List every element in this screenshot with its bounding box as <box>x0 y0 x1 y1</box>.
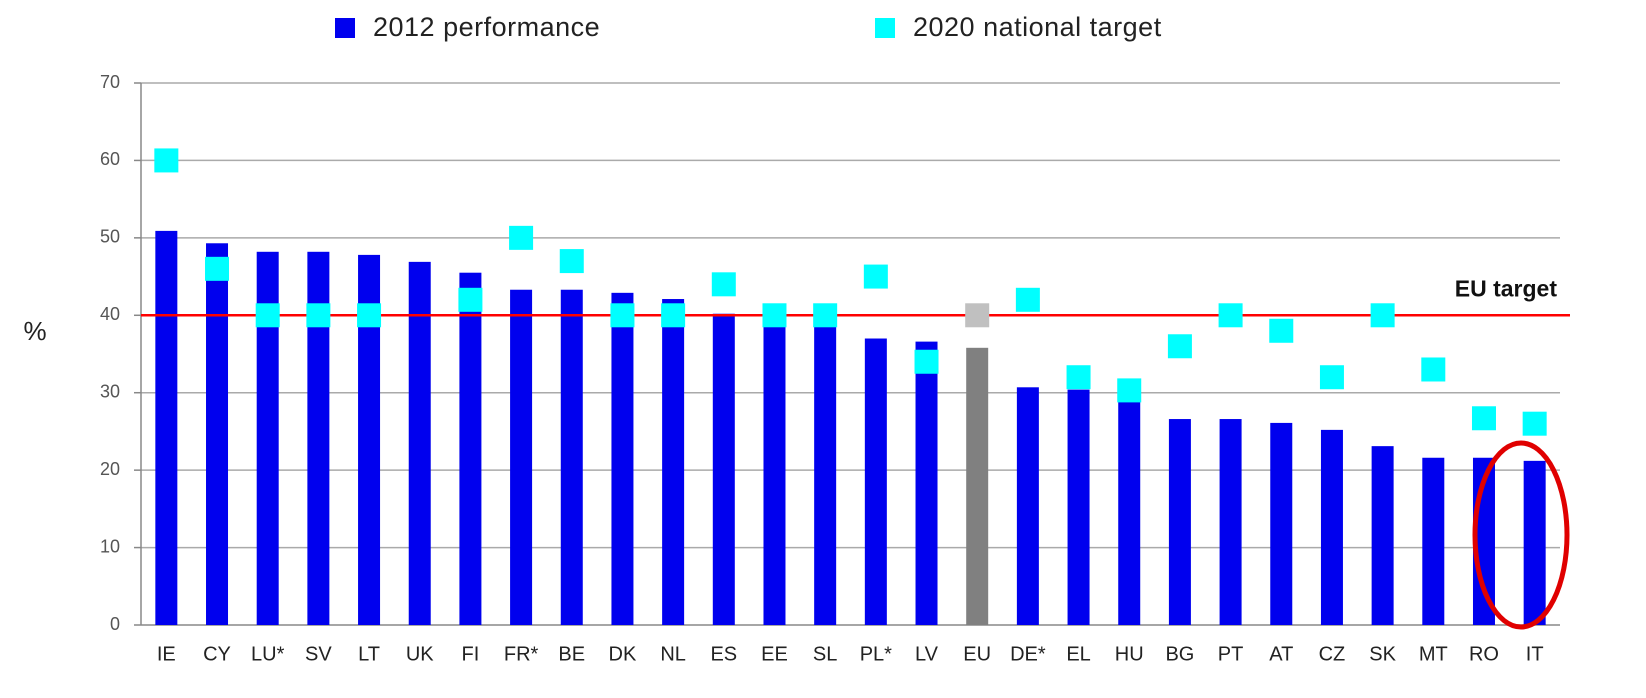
bar <box>1016 387 1039 625</box>
bar <box>966 347 989 625</box>
target-label: EU target <box>1455 275 1558 301</box>
bar <box>1168 419 1191 625</box>
y-tick-label: 70 <box>100 72 120 92</box>
target-marker <box>306 303 331 328</box>
target-marker <box>1522 411 1547 436</box>
target-marker <box>1015 287 1040 312</box>
target-marker <box>1167 334 1192 359</box>
bar <box>560 289 583 625</box>
x-tick-label: PL* <box>860 643 892 665</box>
target-marker <box>813 303 838 328</box>
bar <box>155 230 178 626</box>
y-tick-label: 50 <box>100 227 120 247</box>
bar <box>915 341 938 625</box>
x-tick-label: LT <box>358 643 380 665</box>
target-marker <box>255 303 280 328</box>
target-marker <box>1370 303 1395 328</box>
y-tick-label: 60 <box>100 149 120 169</box>
x-tick-label: NL <box>660 643 686 665</box>
target-marker <box>1218 303 1243 328</box>
bar <box>358 254 381 626</box>
x-tick-label: DE* <box>1010 643 1046 665</box>
bar <box>256 251 279 625</box>
bar <box>1067 389 1090 625</box>
y-tick-label: 20 <box>100 459 120 479</box>
y-tick-label: 0 <box>110 614 120 634</box>
target-marker <box>205 256 230 281</box>
bar <box>662 299 685 625</box>
target-marker <box>509 225 534 250</box>
x-tick-label: SV <box>305 643 332 665</box>
target-marker <box>1269 318 1294 343</box>
target-marker <box>154 148 179 173</box>
x-tick-label: LU* <box>251 643 285 665</box>
x-tick-label: CZ <box>1319 643 1346 665</box>
bar <box>206 243 229 625</box>
target-marker <box>610 303 635 328</box>
target-marker <box>559 249 584 274</box>
x-tick-label: ES <box>710 643 737 665</box>
x-tick-label: SL <box>813 643 837 665</box>
y-axis-label: % <box>23 316 46 346</box>
bar <box>864 338 887 625</box>
target-marker <box>1421 357 1446 382</box>
x-tick-label: DK <box>609 643 637 665</box>
y-tick-label: 10 <box>100 536 120 556</box>
x-tick-label: PT <box>1218 643 1244 665</box>
bar <box>1523 460 1546 625</box>
legend-label: 2020 national target <box>913 12 1162 42</box>
bar <box>1219 419 1242 625</box>
bar <box>611 292 634 625</box>
bar <box>408 261 431 625</box>
y-tick-label: 40 <box>100 304 120 324</box>
target-marker <box>863 264 888 289</box>
x-tick-label: UK <box>406 643 434 665</box>
x-tick-label: IE <box>157 643 176 665</box>
target-marker <box>357 303 382 328</box>
x-tick-label: FI <box>462 643 480 665</box>
x-tick-label: AT <box>1269 643 1293 665</box>
target-marker <box>762 303 787 328</box>
x-tick-label: MT <box>1419 643 1448 665</box>
x-tick-label: IT <box>1526 643 1544 665</box>
x-tick-label: LV <box>915 643 939 665</box>
target-marker <box>1319 365 1344 390</box>
x-tick-label: SK <box>1369 643 1396 665</box>
x-tick-label: HU <box>1115 643 1144 665</box>
bar <box>1422 457 1445 625</box>
bar <box>814 311 837 625</box>
legend-swatch <box>335 18 355 38</box>
x-tick-label: BE <box>558 643 585 665</box>
x-tick-label: EL <box>1066 643 1090 665</box>
legend-label: 2012 performance <box>373 12 600 42</box>
x-tick-label: FR* <box>504 643 539 665</box>
y-tick-label: 30 <box>100 381 120 401</box>
x-tick-label: EU <box>963 643 991 665</box>
target-marker <box>914 349 939 374</box>
target-marker <box>458 287 483 312</box>
target-marker <box>661 303 686 328</box>
bar <box>1320 429 1343 625</box>
target-marker <box>1066 365 1091 390</box>
target-marker <box>1117 378 1142 403</box>
bar <box>763 305 786 625</box>
target-marker <box>965 303 990 328</box>
bar <box>1270 422 1293 625</box>
highlight-ellipse <box>1472 440 1570 630</box>
bar <box>712 313 735 625</box>
target-marker <box>711 272 736 297</box>
x-tick-label: CY <box>203 643 231 665</box>
bar <box>1118 393 1141 625</box>
bar <box>459 272 482 625</box>
x-tick-label: RO <box>1469 643 1499 665</box>
x-tick-label: EE <box>761 643 788 665</box>
target-marker <box>1471 406 1496 431</box>
x-tick-label: BG <box>1165 643 1194 665</box>
bar <box>307 251 330 625</box>
bar <box>1371 446 1394 625</box>
bar <box>510 289 533 625</box>
legend-swatch <box>875 18 895 38</box>
